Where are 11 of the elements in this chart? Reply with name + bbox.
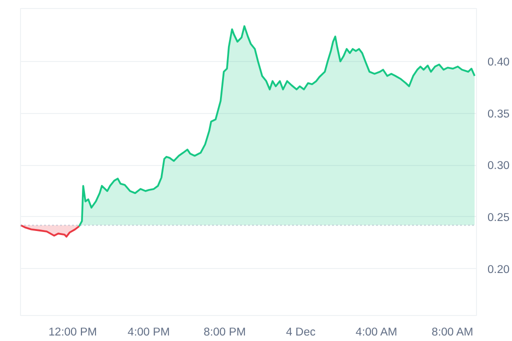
x-tick-label: 4 Dec [286, 326, 316, 338]
y-tick-label: 0.35 [488, 108, 510, 120]
x-tick-label: 4:00 PM [128, 326, 170, 338]
x-tick-label: 12:00 PM [48, 326, 98, 338]
y-tick-label: 0.20 [488, 264, 510, 276]
x-tick-label: 4:00 AM [356, 326, 398, 338]
y-tick-label: 0.30 [488, 160, 510, 172]
y-tick-label: 0.40 [488, 56, 510, 68]
x-tick-label: 8:00 PM [204, 326, 246, 338]
x-tick-label: 8:00 AM [432, 326, 474, 338]
y-tick-label: 0.25 [488, 212, 510, 224]
